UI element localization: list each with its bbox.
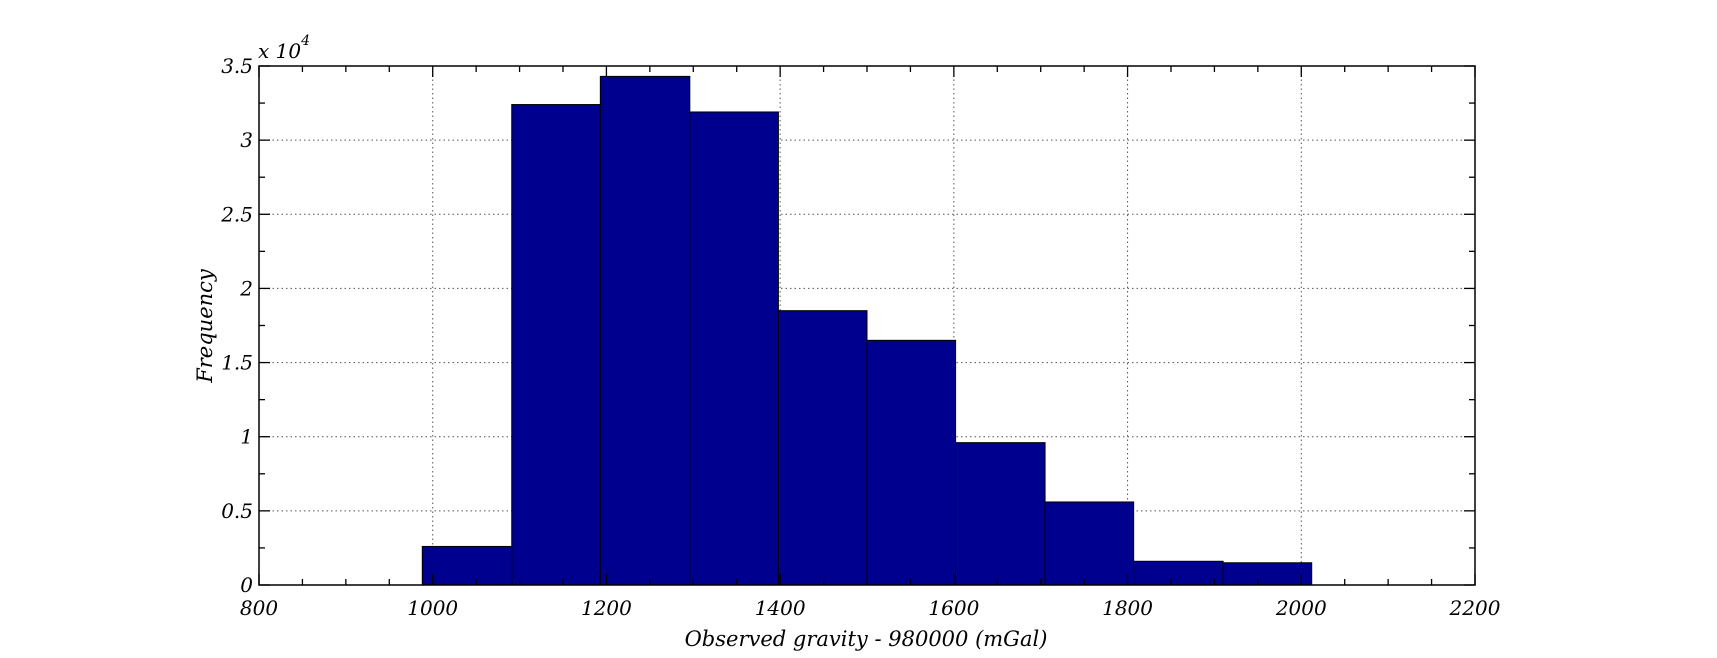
- y-axis-label: Frequency: [193, 268, 217, 384]
- x-tick-labels: 800 1000 1200 1400 1600 1800 2000 2200: [240, 596, 1501, 620]
- y-tick-label: 2.5: [220, 202, 253, 226]
- y-tick-labels: 0 0.5 1 1.5 2 2.5 3 3.5: [220, 54, 253, 597]
- x-tick-label: 2200: [1449, 596, 1501, 620]
- y-tick-label: 0: [240, 573, 253, 597]
- y-tick-label: 1: [240, 425, 253, 449]
- histogram-bar-3: [599, 75, 691, 586]
- histogram-bar-6: [866, 339, 957, 586]
- x-tick-label: 1000: [407, 596, 458, 620]
- y-tick-label: 0.5: [221, 499, 253, 523]
- x-tick-label: 2000: [1275, 596, 1327, 620]
- x-tick-label: 1800: [1102, 596, 1153, 620]
- x-tick-label: 1600: [928, 596, 979, 620]
- x-tick-label: 1400: [755, 596, 806, 620]
- x-tick-label: 1200: [581, 596, 632, 620]
- plot-frame: [258, 65, 1476, 586]
- histogram-bar-10: [1222, 562, 1313, 586]
- histogram-bars: [421, 75, 1313, 586]
- histogram-bar-5: [777, 310, 868, 586]
- y-tick-label: 3: [240, 128, 253, 152]
- histogram-bar-8: [1044, 501, 1135, 586]
- histogram-bar-4: [689, 111, 779, 586]
- histogram-bar-1: [421, 545, 513, 586]
- y-tick-label: 3.5: [221, 54, 253, 78]
- y-axis-exponent-power: 4: [300, 33, 310, 49]
- y-axis-exponent: x 104: [258, 33, 310, 63]
- y-tick-label: 2: [239, 276, 253, 300]
- histogram-bar-7: [955, 442, 1046, 586]
- y-tick-label: 1.5: [221, 351, 253, 375]
- x-tick-label: 800: [240, 596, 278, 620]
- histogram-bar-9: [1133, 560, 1224, 586]
- x-axis-label: Observed gravity - 980000 (mGal): [685, 627, 1048, 651]
- histogram-bar-2: [511, 104, 601, 586]
